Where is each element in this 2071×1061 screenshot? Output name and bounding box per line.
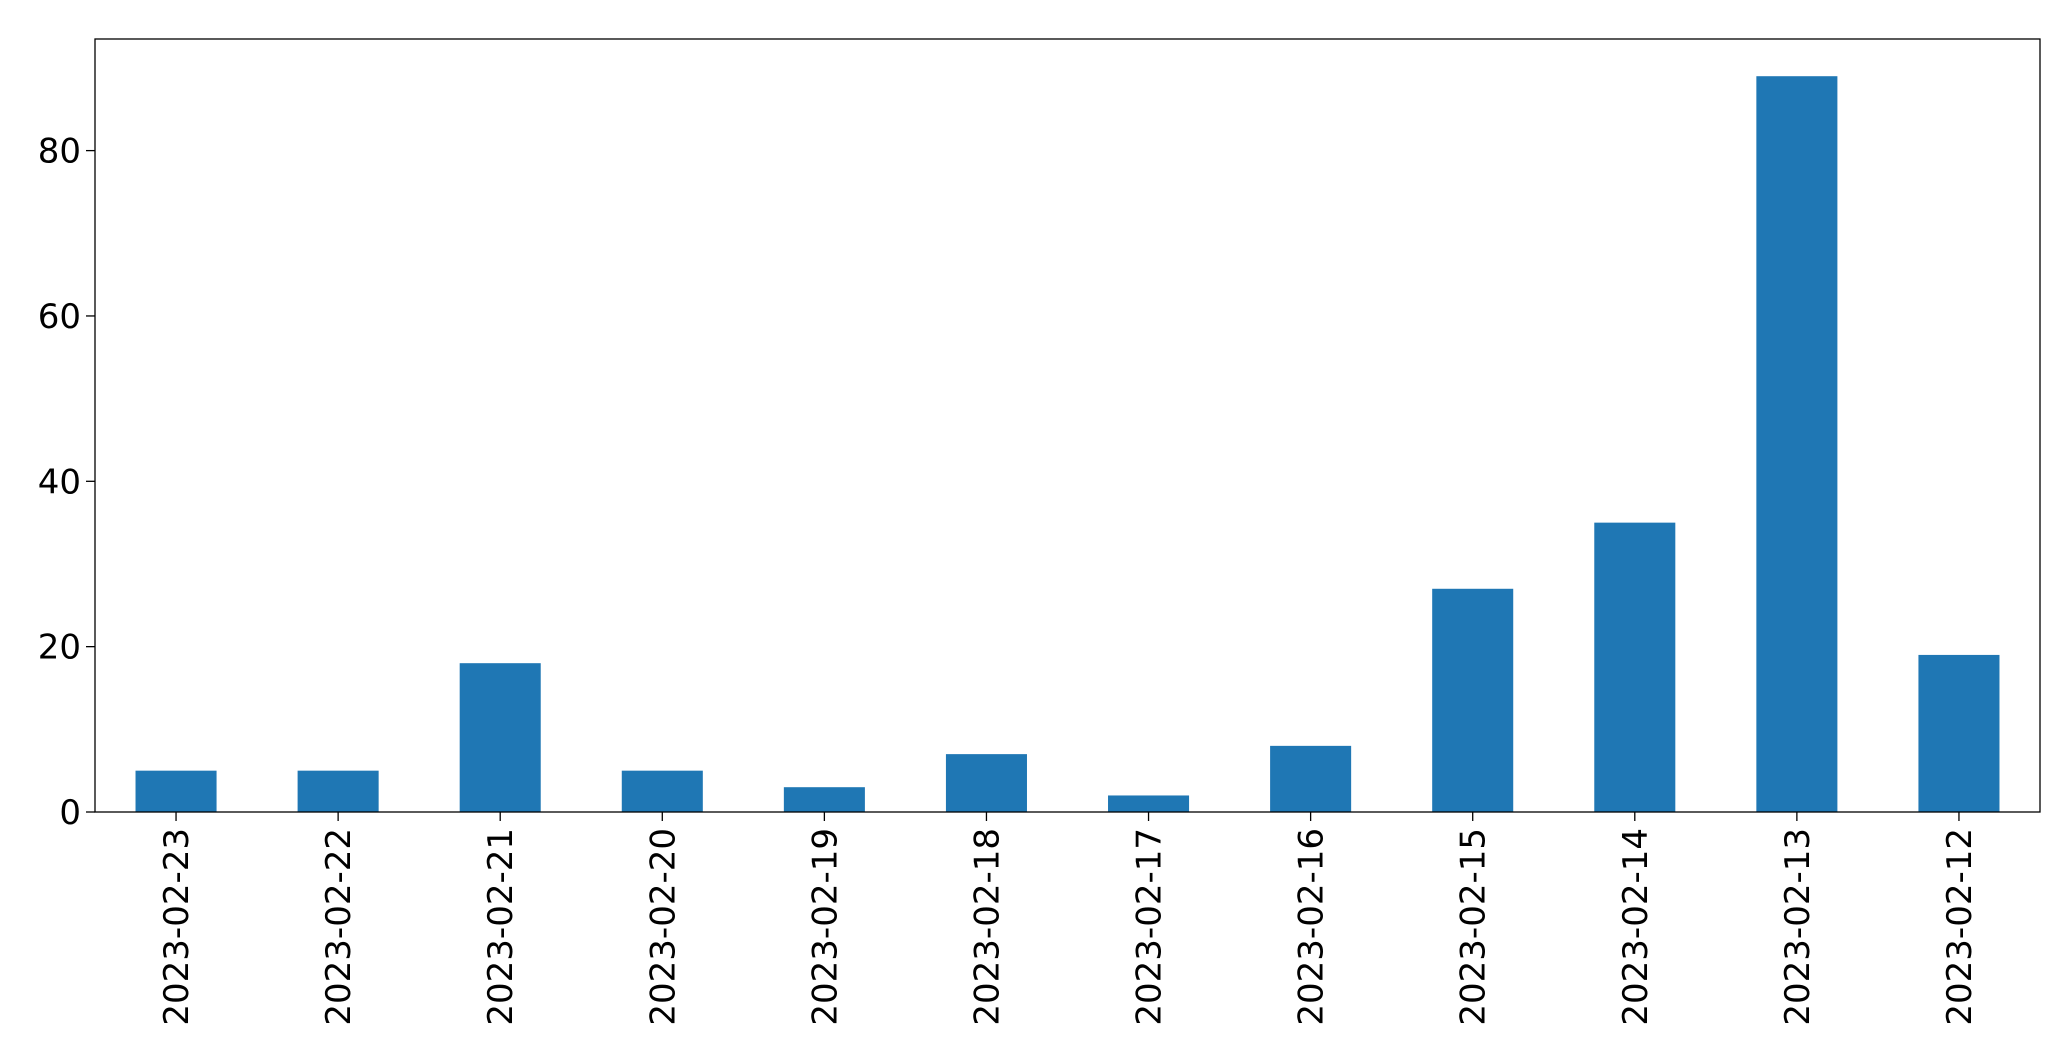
x-tick-label: 2023-02-22 xyxy=(319,828,359,1026)
y-tick-label: 20 xyxy=(38,628,81,668)
x-tick-label: 2023-02-20 xyxy=(643,828,683,1026)
bar-2023-02-21 xyxy=(459,663,541,812)
y-tick-label: 40 xyxy=(38,462,81,502)
y-axis: 0 20 40 60 80 xyxy=(38,132,95,833)
x-tick-label: 2023-02-14 xyxy=(1616,828,1656,1026)
bar-2023-02-14 xyxy=(1594,522,1676,812)
bar-2023-02-13 xyxy=(1756,76,1838,813)
x-tick-label: 2023-02-23 xyxy=(157,828,197,1026)
bar-2023-02-22 xyxy=(297,770,379,812)
x-tick-label: 2023-02-17 xyxy=(1130,828,1170,1026)
y-tick-label: 80 xyxy=(38,132,81,172)
x-tick-label: 2023-02-18 xyxy=(967,828,1007,1026)
bar-2023-02-23 xyxy=(135,770,217,812)
x-tick-label: 2023-02-21 xyxy=(481,828,521,1026)
x-tick-label: 2023-02-13 xyxy=(1778,828,1818,1026)
y-tick-label: 60 xyxy=(38,297,81,337)
plot-frame xyxy=(94,38,2041,813)
bar-2023-02-15 xyxy=(1432,588,1514,812)
bar-2023-02-12 xyxy=(1918,654,2000,812)
x-tick-label: 2023-02-19 xyxy=(805,828,845,1026)
x-tick-label: 2023-02-12 xyxy=(1940,828,1980,1026)
x-tick-label: 2023-02-16 xyxy=(1292,828,1332,1026)
bars-group xyxy=(135,76,2000,813)
y-tick-label: 0 xyxy=(59,793,81,833)
bar-2023-02-19 xyxy=(783,787,865,812)
bar-2023-02-16 xyxy=(1270,745,1352,812)
x-axis: 2023-02-23 2023-02-22 2023-02-21 2023-02-20… xyxy=(157,812,1980,1026)
bar-2023-02-20 xyxy=(621,770,703,812)
bar-2023-02-17 xyxy=(1108,795,1190,812)
x-tick-label: 2023-02-15 xyxy=(1454,828,1494,1026)
bar-2023-02-18 xyxy=(945,754,1027,812)
